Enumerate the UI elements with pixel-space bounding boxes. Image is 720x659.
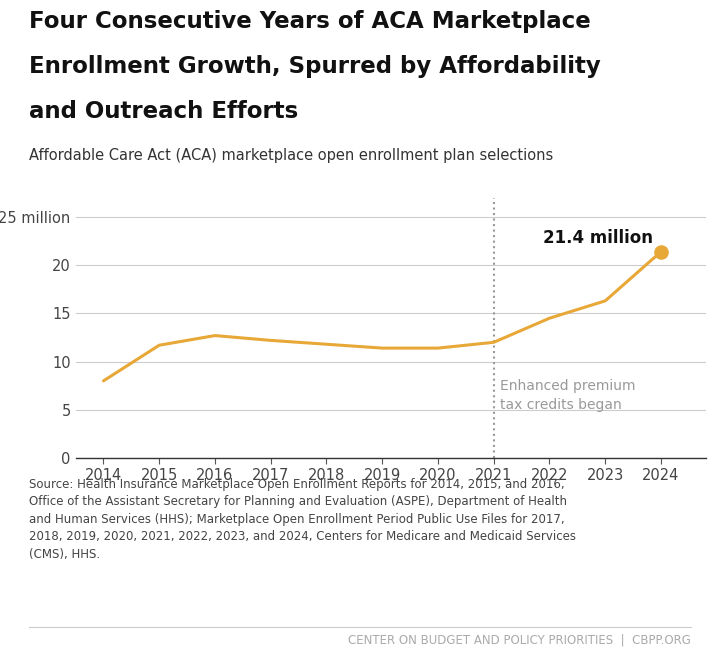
Text: and Outreach Efforts: and Outreach Efforts [29,100,298,123]
Text: CENTER ON BUDGET AND POLICY PRIORITIES  |  CBPP.ORG: CENTER ON BUDGET AND POLICY PRIORITIES |… [348,634,691,647]
Text: Four Consecutive Years of ACA Marketplace: Four Consecutive Years of ACA Marketplac… [29,10,590,33]
Text: Enhanced premium
tax credits began: Enhanced premium tax credits began [500,378,636,412]
Text: Source: Health Insurance Marketplace Open Enrollment Reports for 2014, 2015, and: Source: Health Insurance Marketplace Ope… [29,478,576,561]
Text: 21.4 million: 21.4 million [543,229,652,247]
Text: Affordable Care Act (ACA) marketplace open enrollment plan selections: Affordable Care Act (ACA) marketplace op… [29,148,553,163]
Text: Enrollment Growth, Spurred by Affordability: Enrollment Growth, Spurred by Affordabil… [29,55,600,78]
Point [655,246,667,257]
